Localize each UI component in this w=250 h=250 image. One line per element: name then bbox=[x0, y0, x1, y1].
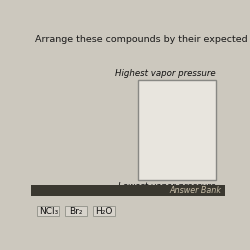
Text: Br₂: Br₂ bbox=[70, 207, 83, 216]
Bar bbox=[93, 206, 115, 216]
Text: Arrange these compounds by their expected vapor pressure.: Arrange these compounds by their expecte… bbox=[35, 34, 250, 43]
Bar bbox=[31, 185, 225, 196]
Bar bbox=[138, 80, 216, 180]
Bar bbox=[65, 206, 87, 216]
Text: Answer Bank: Answer Bank bbox=[170, 186, 222, 195]
Text: Highest vapor pressure: Highest vapor pressure bbox=[115, 69, 216, 78]
Text: NCl₃: NCl₃ bbox=[39, 207, 58, 216]
Text: H₂O: H₂O bbox=[96, 207, 113, 216]
Text: Lowest vapor pressure: Lowest vapor pressure bbox=[118, 182, 216, 191]
Bar bbox=[38, 206, 59, 216]
